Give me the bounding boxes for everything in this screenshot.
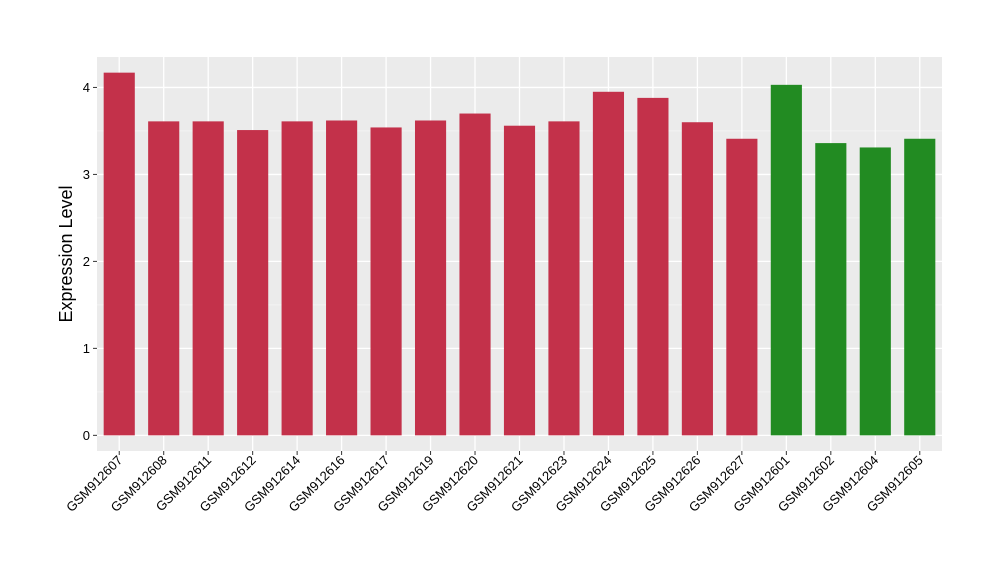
bar-GSM912611 (192, 121, 224, 436)
y-tick-label: 1 (83, 341, 90, 356)
bar-GSM912626 (681, 122, 713, 436)
bar-GSM912627 (726, 138, 758, 436)
bar-GSM912608 (148, 121, 180, 436)
bar-GSM912619 (414, 120, 447, 436)
bar-GSM912616 (326, 120, 358, 436)
x-axis: GSM912607GSM912608GSM912611GSM912612GSM9… (63, 451, 926, 515)
bar-GSM912623 (548, 121, 580, 436)
bar-GSM912607 (103, 72, 135, 436)
y-axis-title: Expression Level (56, 185, 76, 322)
y-axis: 0 1 2 3 4 (83, 80, 97, 443)
bar-GSM912624 (592, 91, 625, 436)
bar-GSM912617 (370, 127, 402, 436)
bar-GSM912612 (237, 130, 269, 436)
bar-GSM912614 (281, 121, 313, 436)
y-tick-label: 3 (83, 167, 90, 182)
y-tick-label: 4 (83, 80, 90, 95)
bar-GSM912625 (637, 97, 669, 436)
bar-GSM912621 (503, 125, 536, 436)
bar-GSM912620 (459, 113, 491, 436)
bar-GSM912604 (859, 147, 891, 436)
y-tick-label: 0 (83, 428, 90, 443)
bar-GSM912605 (904, 138, 936, 436)
bar-GSM912602 (815, 143, 847, 436)
y-tick-label: 2 (83, 254, 90, 269)
bars (103, 72, 936, 436)
bar-GSM912601 (770, 84, 802, 436)
